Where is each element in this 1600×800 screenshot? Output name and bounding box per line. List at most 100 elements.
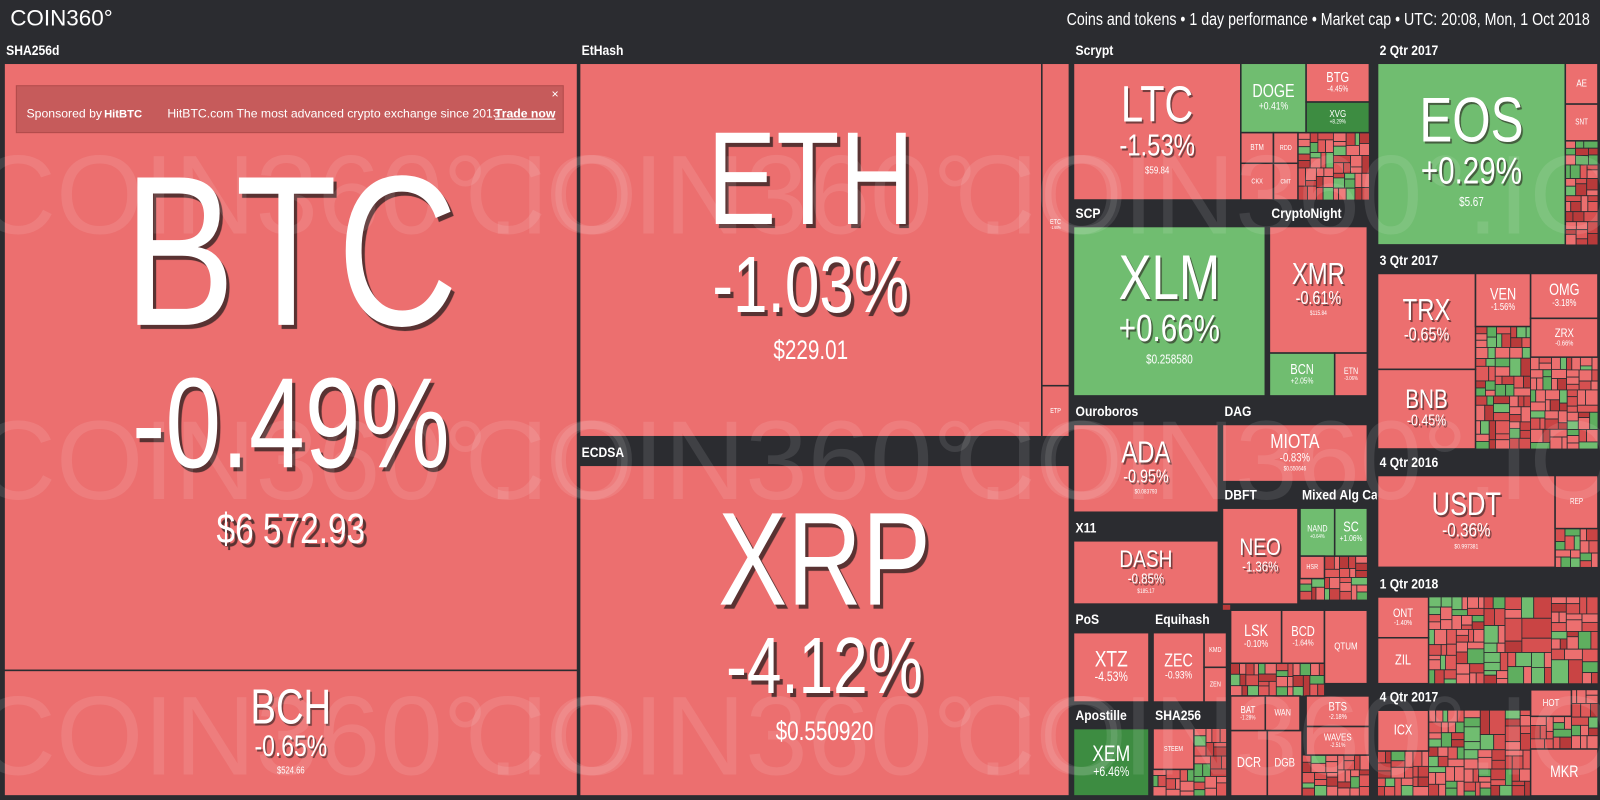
coin-tile[interactable] — [1305, 725, 1371, 756]
coin-tile[interactable] — [578, 62, 1043, 438]
filler-cell — [1507, 652, 1517, 668]
filler-cell — [1428, 654, 1441, 661]
coin-tile[interactable] — [1376, 368, 1477, 450]
filler-cell — [1275, 662, 1289, 672]
filler-cell — [1486, 326, 1497, 338]
filler-cell — [1591, 356, 1599, 371]
coin-tile[interactable] — [1221, 507, 1299, 605]
filler-cell — [1578, 369, 1593, 382]
coin-tile[interactable] — [1564, 103, 1599, 142]
coin-tile[interactable] — [1305, 101, 1371, 134]
coin-tile[interactable] — [1323, 609, 1369, 685]
coin-change: +0.29% — [1421, 150, 1522, 192]
filler-cell — [1564, 535, 1575, 551]
coin-tile[interactable] — [3, 669, 579, 797]
coin-tile[interactable] — [578, 464, 1071, 797]
filler-cell — [1566, 636, 1579, 650]
coin-tile[interactable] — [1529, 748, 1599, 797]
coin-symbol: BTG — [1326, 69, 1349, 86]
coin-tile[interactable] — [1529, 689, 1573, 718]
coin-tile[interactable] — [1376, 62, 1567, 246]
coin-tile[interactable] — [1376, 474, 1556, 569]
coin-tile[interactable] — [1376, 636, 1430, 685]
filler-cell — [1475, 326, 1488, 335]
filler-cell — [1440, 606, 1453, 621]
coin-symbol: OMG — [1549, 282, 1579, 300]
coin-tile[interactable] — [1376, 272, 1477, 371]
logo[interactable]: COIN360° — [10, 5, 113, 30]
coin-tile[interactable] — [1072, 423, 1220, 514]
filler-cell — [1504, 617, 1523, 642]
coin-tile[interactable] — [1072, 727, 1150, 797]
coin-symbol: REP — [1570, 496, 1583, 506]
coin-tile[interactable] — [1474, 272, 1532, 328]
filler-cell — [1461, 624, 1473, 630]
coin-tile[interactable] — [1272, 162, 1299, 201]
filler-cell — [1543, 652, 1552, 668]
coin-symbol: DASH — [1119, 545, 1172, 573]
coin-symbol: SC — [1343, 518, 1358, 535]
coin-tile[interactable] — [1268, 225, 1369, 354]
coin-tile[interactable] — [1299, 555, 1326, 580]
filler-cell — [1591, 369, 1599, 382]
coin-tile[interactable] — [1333, 352, 1369, 397]
coin-tile[interactable] — [1072, 540, 1220, 605]
coin-tile[interactable] — [1305, 695, 1371, 728]
filler-cell — [1565, 596, 1581, 605]
filler-cell — [1521, 596, 1535, 619]
coin-tile[interactable] — [1266, 729, 1303, 797]
coin-tile[interactable] — [1072, 225, 1267, 397]
filler-cell — [1329, 577, 1341, 590]
coin-tile[interactable] — [1152, 727, 1195, 771]
coin-tile[interactable] — [1268, 352, 1336, 397]
filler-cell — [1485, 389, 1496, 397]
coin-price: $0.083793 — [1135, 489, 1158, 496]
coin-symbol: ZIL — [1395, 651, 1411, 668]
filler-cell — [1565, 613, 1583, 621]
sponsor-close[interactable]: × — [552, 87, 559, 101]
filler-cell — [1329, 588, 1341, 601]
coin-tile[interactable] — [1229, 729, 1269, 797]
coin-symbol: XLM — [1119, 243, 1220, 313]
group-label: SHA256 — [1155, 707, 1201, 723]
coin-symbol: BCD — [1291, 623, 1315, 640]
coin-tile[interactable] — [1072, 62, 1242, 201]
coin-tile[interactable] — [1333, 507, 1369, 557]
filler-cell — [1350, 584, 1358, 601]
group-label: 2 Qtr 2017 — [1380, 42, 1439, 58]
coin-tile[interactable] — [1041, 384, 1071, 438]
coin-symbol: ZEC — [1164, 651, 1193, 671]
coin-tile[interactable] — [1554, 474, 1599, 530]
filler-cell — [1550, 638, 1561, 650]
group-label: Scrypt — [1076, 42, 1114, 58]
coin-symbol: ZRX — [1555, 327, 1575, 340]
coin-price: $115.84 — [1310, 311, 1327, 318]
filler-cell — [1428, 596, 1442, 608]
filler-cell — [1550, 622, 1567, 632]
sponsor-banner — [15, 85, 564, 134]
filler-cell — [1590, 631, 1599, 650]
coin-tile[interactable] — [1529, 272, 1599, 320]
coin-tile[interactable] — [1529, 317, 1599, 358]
coin-tile[interactable] — [1240, 62, 1307, 134]
sponsor-link[interactable]: Trade now — [495, 107, 556, 121]
coin-tile[interactable] — [1305, 62, 1371, 103]
coin-tile[interactable] — [3, 62, 579, 672]
coin-price: $0.997381 — [1454, 544, 1478, 551]
coin-tile[interactable] — [1264, 695, 1301, 732]
coin-symbol: ETC — [1050, 219, 1061, 227]
coin-tile[interactable] — [1376, 596, 1430, 639]
coin-symbol: USDT — [1432, 486, 1501, 523]
coin-symbol: ZEN — [1210, 681, 1221, 689]
filler-cell — [1339, 582, 1352, 592]
filler-cell — [1461, 615, 1473, 626]
group-label: Apostille — [1076, 707, 1127, 723]
coin-symbol: DCR — [1237, 754, 1261, 771]
coin-tile[interactable] — [1072, 631, 1150, 703]
coin-tile[interactable] — [1376, 709, 1430, 752]
coin-change: +6.46% — [1093, 764, 1129, 780]
coin-tile[interactable] — [1221, 423, 1369, 483]
coin-tile[interactable] — [1203, 666, 1228, 703]
coin-tile[interactable] — [1240, 131, 1275, 165]
